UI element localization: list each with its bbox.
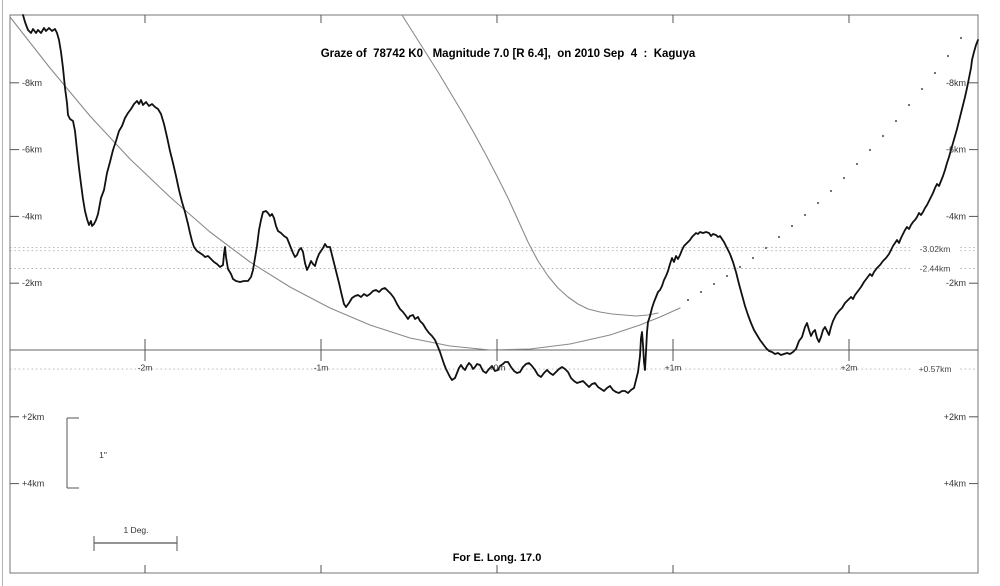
star-path-dot	[829, 189, 833, 193]
star-path-layer	[9, 14, 963, 351]
star-path-dot	[738, 265, 742, 269]
star-path-dot	[751, 256, 755, 260]
star-path-dot	[907, 103, 911, 107]
star-path-dot	[686, 298, 690, 302]
reference-line-label: -3.02km	[920, 244, 951, 254]
left-km-label: +4km	[22, 479, 44, 489]
reference-line-label: +0.57km	[919, 364, 952, 374]
right-km-label: -2km	[946, 278, 966, 288]
limb-profile-layer	[22, 14, 979, 394]
plot-frame	[9, 14, 979, 574]
right-km-label: -4km	[946, 211, 966, 221]
star-path-dot	[894, 119, 898, 123]
right-km-label: -8km	[946, 78, 966, 88]
star-path-dot	[881, 134, 885, 138]
star-path-dot	[946, 54, 950, 58]
star-path-lower-curve	[9, 16, 681, 351]
left-km-label: -4km	[22, 211, 42, 221]
left-km-label: +2km	[22, 412, 44, 422]
arcsec-scale-label: 1"	[99, 450, 107, 460]
reference-lines-layer: -3.02km -2.44km +0.57km	[10, 243, 978, 375]
star-path-dot	[725, 274, 729, 278]
axis-labels-layer: -2m -1m +0m +1m +2m -8km -8km -6km -6km -4km -4km -…	[10, 78, 978, 489]
star-path-dot	[764, 246, 768, 250]
star-path-dot	[920, 87, 924, 91]
time-axis-label: -1m	[314, 363, 329, 373]
time-axis-label: +1m	[665, 363, 682, 373]
star-path-dot	[777, 235, 781, 239]
star-path-dot	[868, 148, 872, 152]
lunar-limb-profile	[22, 14, 979, 394]
right-km-label: +2km	[944, 412, 966, 422]
star-path-dot	[816, 201, 820, 205]
star-path-dot	[933, 71, 937, 75]
footer-label: For E. Long. 17.0	[453, 552, 542, 564]
window-edge-line	[2, 0, 3, 586]
right-km-label: +4km	[944, 479, 966, 489]
scale-markers-layer: 1" 1 Deg.	[66, 417, 178, 551]
reference-label-backing	[911, 363, 960, 375]
degree-scale-label: 1 Deg.	[123, 525, 148, 535]
star-path-dot	[790, 224, 794, 228]
reference-label-backing	[911, 263, 960, 275]
time-axis-label: -2m	[138, 363, 153, 373]
star-path-dot	[842, 176, 846, 180]
chart-title: Graze of 78742 K0 Magnitude 7.0 [R 6.4],…	[321, 48, 696, 60]
star-path-dot	[959, 36, 963, 40]
plot-frame-layer	[9, 14, 979, 574]
time-axis-label: +0m	[489, 363, 506, 373]
time-axis-label: +2m	[841, 363, 858, 373]
right-km-label: -6km	[946, 145, 966, 155]
reference-label-backing	[911, 243, 960, 255]
reference-line-label: -2.44km	[920, 264, 951, 274]
star-path-dot	[803, 213, 807, 217]
star-path-upper-curve	[401, 14, 659, 317]
star-path-dot	[712, 282, 716, 286]
star-path-dot	[855, 162, 859, 166]
left-km-label: -6km	[22, 145, 42, 155]
left-km-label: -2km	[22, 278, 42, 288]
star-path-dot	[699, 290, 703, 294]
left-km-label: -8km	[22, 78, 42, 88]
